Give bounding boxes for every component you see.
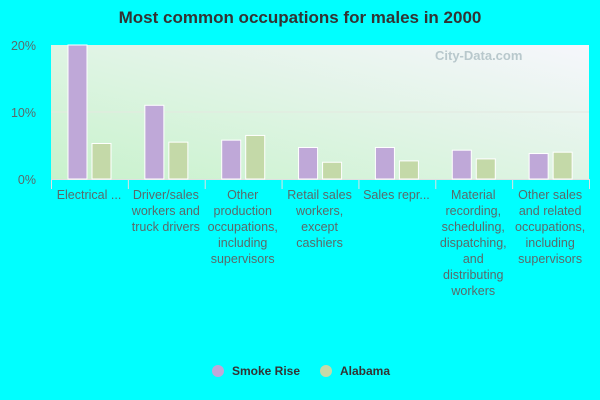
x-tick-label: Driver/sales workers and truck drivers <box>131 188 200 234</box>
bar-smoke-rise[interactable] <box>67 44 88 180</box>
bar-smoke-rise[interactable] <box>451 149 472 180</box>
bar-smoke-rise[interactable] <box>144 104 165 180</box>
legend-label: Alabama <box>340 364 391 378</box>
bar-alabama[interactable] <box>91 142 112 180</box>
y-tick-label: 10% <box>11 106 36 120</box>
bar-smoke-rise[interactable] <box>374 147 395 180</box>
legend-label: Smoke Rise <box>232 364 301 378</box>
x-tick-label: Other sales and related occupations, inc… <box>515 188 586 266</box>
y-tick-label: 20% <box>11 39 36 53</box>
bar-alabama[interactable] <box>552 151 573 180</box>
x-tick-label: Sales repr... <box>363 188 430 202</box>
bar-alabama[interactable] <box>168 141 189 180</box>
bar-alabama[interactable] <box>322 161 343 180</box>
legend-swatch <box>320 365 332 377</box>
x-tick-label: Other production occupations, including … <box>207 188 278 266</box>
bar-smoke-rise[interactable] <box>221 139 242 180</box>
bar-alabama[interactable] <box>245 134 266 180</box>
bar-alabama[interactable] <box>398 160 419 180</box>
x-tick-label: Retail sales workers, except cashiers <box>287 188 352 250</box>
y-tick-label: 0% <box>18 173 36 187</box>
x-tick-label: Material recording, scheduling, dispatch… <box>439 188 507 298</box>
bar-smoke-rise[interactable] <box>528 153 549 180</box>
bar-smoke-rise[interactable] <box>298 147 319 180</box>
legend-item-alabama[interactable]: Alabama <box>320 364 390 378</box>
legend-swatch <box>212 365 224 377</box>
chart-title: Most common occupations for males in 200… <box>118 8 482 27</box>
legend-item-smoke-rise[interactable]: Smoke Rise <box>212 364 300 378</box>
bar-alabama[interactable] <box>475 158 496 180</box>
x-tick-label: Electrical ... <box>56 188 122 202</box>
watermark: City-Data.com <box>435 48 523 63</box>
